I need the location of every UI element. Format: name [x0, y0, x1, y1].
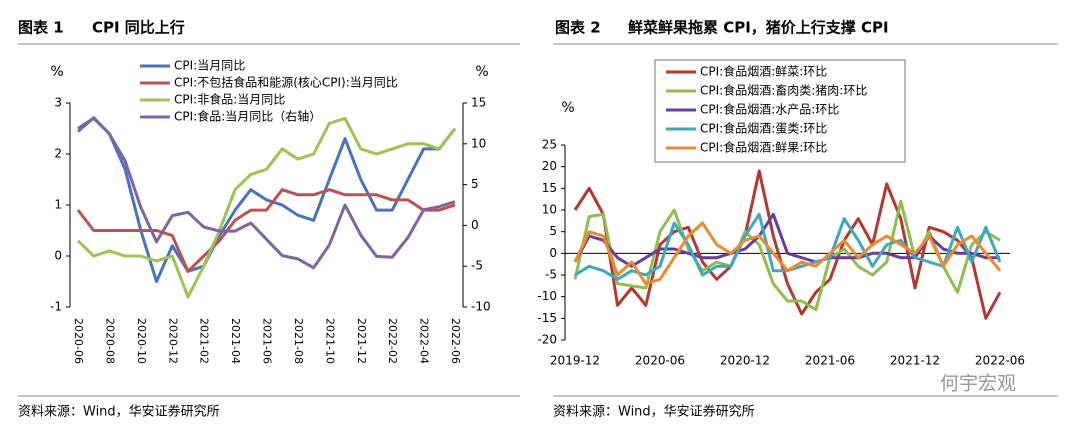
- legend-frame: [654, 59, 906, 163]
- legend-label: CPI:非食品:当月同比: [174, 92, 285, 107]
- y-tick-label: 2: [54, 147, 62, 161]
- legend-label: CPI:当月同比: [174, 59, 245, 73]
- series-line: [573, 221, 1002, 286]
- x-tick-label: 2021-02: [198, 318, 211, 364]
- x-tick-label: 2022-02: [386, 318, 399, 364]
- y-tick-label: 3: [54, 96, 62, 110]
- x-tick-label: 2021-06: [261, 318, 274, 364]
- source-note: 资料来源：Wind，华安证券研究所: [18, 404, 220, 420]
- series-line: [76, 116, 457, 299]
- figure-label: 图表 2: [555, 19, 601, 37]
- x-tick-label: 2021-10: [323, 318, 336, 364]
- legend-label: CPI:食品烟酒:鲜菜:环比: [700, 64, 827, 79]
- y2-tick-label: -10: [471, 300, 491, 314]
- x-tick-label: 2022-06: [975, 354, 1025, 368]
- y-tick-label: 0: [549, 246, 557, 260]
- x-tick-label: 2020-10: [135, 318, 148, 364]
- x-tick-label: 2021-06: [805, 354, 855, 368]
- x-tick-label: 2019-12: [550, 354, 600, 368]
- x-tick-label: 2020-06: [635, 354, 685, 368]
- series-line: [573, 169, 1002, 320]
- figure-label: 图表 1: [18, 19, 64, 37]
- x-tick-label: 2022-04: [418, 318, 431, 364]
- x-tick-label: 2021-08: [292, 318, 305, 364]
- y-tick-label: 25: [542, 138, 557, 152]
- y-tick-label: -10: [537, 289, 557, 303]
- x-tick-label: 2020-08: [103, 318, 116, 364]
- legend-label: CPI:食品烟酒:蛋类:环比: [700, 121, 827, 136]
- series-line: [573, 199, 1001, 312]
- series-line: [573, 212, 1000, 268]
- chart-title: CPI 同比上行: [92, 19, 185, 37]
- legend-label: CPI:食品:当月同比（右轴）: [174, 109, 321, 124]
- x-tick-label: 2020-12: [166, 318, 179, 364]
- y-tick-label: 5: [549, 224, 557, 238]
- y-axis-label: %: [561, 100, 574, 116]
- y-tick-label: 0: [54, 249, 62, 263]
- legend-label: CPI:食品烟酒:畜肉类:猪肉:环比: [700, 83, 867, 98]
- x-tick-label: 2021-12: [890, 354, 940, 368]
- chart-title: 鲜菜鲜果拖累 CPI，猪价上行支撑 CPI: [628, 19, 889, 37]
- y2-axis-label: %: [475, 64, 488, 80]
- y2-tick-label: 10: [471, 136, 486, 150]
- x-tick-label: 2021-04: [229, 318, 242, 364]
- legend-label: CPI:食品烟酒:水产品:环比: [700, 102, 839, 117]
- series-line: [77, 116, 456, 270]
- legend-label: CPI:食品烟酒:鲜果:环比: [700, 140, 827, 155]
- watermark: 何宇宏观: [940, 373, 1016, 395]
- y-tick-label: 20: [542, 159, 557, 173]
- y-tick-label: 15: [542, 181, 557, 195]
- y-tick-label: -20: [537, 333, 557, 347]
- x-tick-label: 2021-12: [355, 318, 368, 364]
- x-tick-label: 2020-06: [72, 318, 85, 364]
- y2-tick-label: 5: [471, 177, 479, 191]
- y-tick-label: -5: [545, 268, 557, 282]
- y-tick-label: 1: [54, 198, 62, 212]
- y2-tick-label: -5: [471, 259, 483, 273]
- y-tick-label: -15: [537, 311, 557, 325]
- y-axis-label: %: [50, 64, 63, 80]
- y-tick-label: -1: [50, 300, 62, 314]
- x-tick-label: 2020-12: [720, 354, 770, 368]
- source-note: 资料来源：Wind，华安证券研究所: [553, 404, 755, 420]
- y-tick-label: 10: [542, 203, 557, 217]
- y2-tick-label: 15: [471, 96, 486, 110]
- legend-label: CPI:不包括食品和能源(核心CPI):当月同比: [174, 75, 398, 90]
- x-tick-label: 2022-06: [449, 318, 462, 364]
- y2-tick-label: 0: [471, 218, 479, 232]
- series-line: [76, 188, 456, 273]
